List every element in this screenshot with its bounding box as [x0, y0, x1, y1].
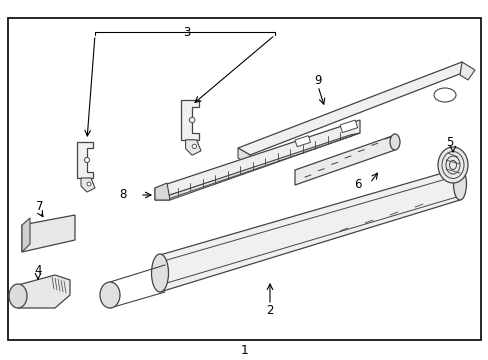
Text: 4: 4	[34, 264, 41, 276]
Ellipse shape	[189, 117, 195, 123]
Ellipse shape	[151, 254, 168, 292]
Ellipse shape	[433, 88, 455, 102]
Ellipse shape	[9, 284, 27, 308]
Polygon shape	[18, 275, 70, 308]
Polygon shape	[160, 168, 459, 292]
Bar	[294, 136, 310, 147]
Polygon shape	[185, 140, 201, 155]
Polygon shape	[22, 218, 30, 252]
Polygon shape	[77, 142, 93, 178]
Text: 3: 3	[183, 26, 190, 39]
Polygon shape	[459, 62, 474, 80]
Text: 2: 2	[265, 303, 273, 316]
Polygon shape	[155, 120, 359, 200]
Bar	[339, 120, 357, 132]
Polygon shape	[155, 133, 359, 200]
Bar	[8, 18, 480, 340]
Polygon shape	[22, 215, 75, 252]
Ellipse shape	[437, 147, 467, 183]
Text: 8: 8	[119, 189, 126, 202]
Ellipse shape	[389, 134, 399, 150]
Polygon shape	[81, 178, 95, 192]
Text: 6: 6	[353, 179, 361, 192]
Text: 7: 7	[36, 201, 43, 213]
Text: 5: 5	[446, 136, 453, 149]
Polygon shape	[238, 62, 469, 155]
Polygon shape	[181, 100, 199, 140]
Text: 1: 1	[241, 343, 248, 356]
Polygon shape	[238, 148, 249, 165]
Ellipse shape	[192, 144, 196, 149]
Ellipse shape	[452, 168, 466, 200]
Polygon shape	[294, 135, 394, 185]
Ellipse shape	[84, 158, 89, 162]
Polygon shape	[155, 183, 170, 200]
Ellipse shape	[87, 182, 91, 186]
Ellipse shape	[100, 282, 120, 308]
Text: 9: 9	[314, 73, 321, 86]
